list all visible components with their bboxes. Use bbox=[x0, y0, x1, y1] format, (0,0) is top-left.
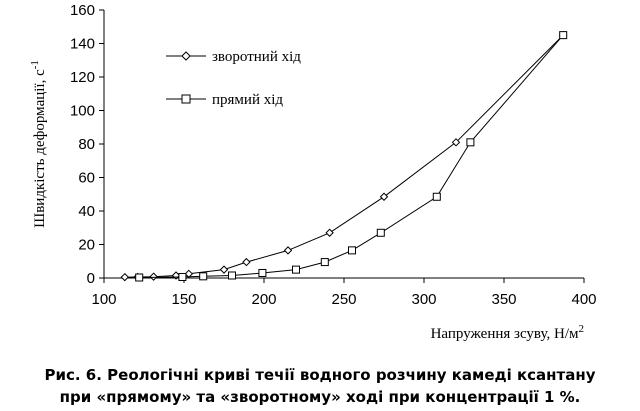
series-reverse bbox=[120, 30, 568, 282]
rheology-chart: 0 20 40 60 80 100 120 140 160 100 150 200 250 300 350… bbox=[29, 2, 597, 342]
data-point-diamond bbox=[219, 265, 229, 274]
legend: зворотний хід прямий хід bbox=[166, 49, 301, 108]
x-tick-label: 400 bbox=[571, 291, 596, 308]
series-layer bbox=[120, 30, 568, 282]
data-point-square bbox=[228, 271, 236, 280]
axes bbox=[103, 10, 584, 279]
y-tick-label: 60 bbox=[78, 170, 95, 187]
x-tick-label: 150 bbox=[171, 291, 196, 308]
data-point-diamond bbox=[184, 269, 194, 279]
legend-label-forward: прямий хід bbox=[212, 92, 283, 108]
data-point-diamond bbox=[283, 246, 293, 255]
y-tick-label: 0 bbox=[87, 270, 95, 287]
data-point-diamond bbox=[451, 138, 461, 147]
figure-caption-line-1: Рис. 6. Реологічні криві течії водного р… bbox=[44, 366, 596, 384]
x-ticks: 100 150 200 250 300 350 400 bbox=[91, 278, 597, 308]
y-axis-title: Швидкість деформації, с-1 bbox=[29, 60, 48, 228]
data-point-square bbox=[559, 31, 568, 40]
series-forward bbox=[135, 31, 568, 282]
y-ticks: 0 20 40 60 80 100 120 140 160 bbox=[70, 2, 104, 287]
y-tick-label: 160 bbox=[70, 2, 95, 19]
data-point-square bbox=[376, 228, 385, 237]
data-point-diamond bbox=[379, 192, 389, 201]
series-line-reverse bbox=[124, 34, 564, 278]
legend-square-icon bbox=[181, 94, 191, 104]
y-tick-label: 20 bbox=[78, 237, 95, 254]
data-point-square bbox=[258, 268, 267, 277]
series-line-forward bbox=[139, 34, 564, 278]
data-point-square bbox=[348, 246, 356, 255]
y-axis-unit-exponent: -1 bbox=[29, 60, 41, 69]
legend-item-reverse: зворотний хід bbox=[166, 49, 301, 65]
data-point-square bbox=[320, 258, 329, 267]
x-tick-label: 350 bbox=[491, 291, 516, 308]
data-point-square bbox=[135, 273, 144, 282]
x-axis-unit-exponent: 2 bbox=[579, 323, 585, 335]
data-point-diamond bbox=[325, 228, 334, 237]
x-axis-title: Напруження зсуву, Н/м2 bbox=[431, 323, 584, 342]
x-tick-label: 100 bbox=[91, 291, 116, 308]
y-tick-label: 140 bbox=[70, 36, 95, 53]
x-tick-label: 200 bbox=[251, 291, 276, 308]
legend-diamond-icon bbox=[181, 51, 191, 61]
x-tick-label: 250 bbox=[331, 291, 356, 308]
data-point-diamond bbox=[242, 257, 251, 267]
data-point-square bbox=[466, 138, 475, 147]
data-point-square bbox=[292, 265, 300, 274]
data-point-square bbox=[199, 272, 208, 281]
data-point-diamond bbox=[149, 272, 158, 281]
y-tick-label: 100 bbox=[70, 103, 95, 120]
data-point-diamond bbox=[120, 272, 130, 282]
legend-label-reverse: зворотний хід bbox=[212, 49, 301, 65]
y-tick-label: 120 bbox=[70, 69, 95, 86]
x-tick-label: 300 bbox=[411, 291, 436, 308]
data-point-square bbox=[432, 192, 441, 201]
data-point-square bbox=[178, 272, 187, 281]
figure-caption-line-2: при «прямому» та «зворотному» ході при к… bbox=[59, 388, 581, 406]
legend-item-forward: прямий хід bbox=[166, 92, 283, 108]
y-tick-label: 40 bbox=[78, 203, 95, 220]
y-tick-label: 80 bbox=[78, 136, 95, 153]
